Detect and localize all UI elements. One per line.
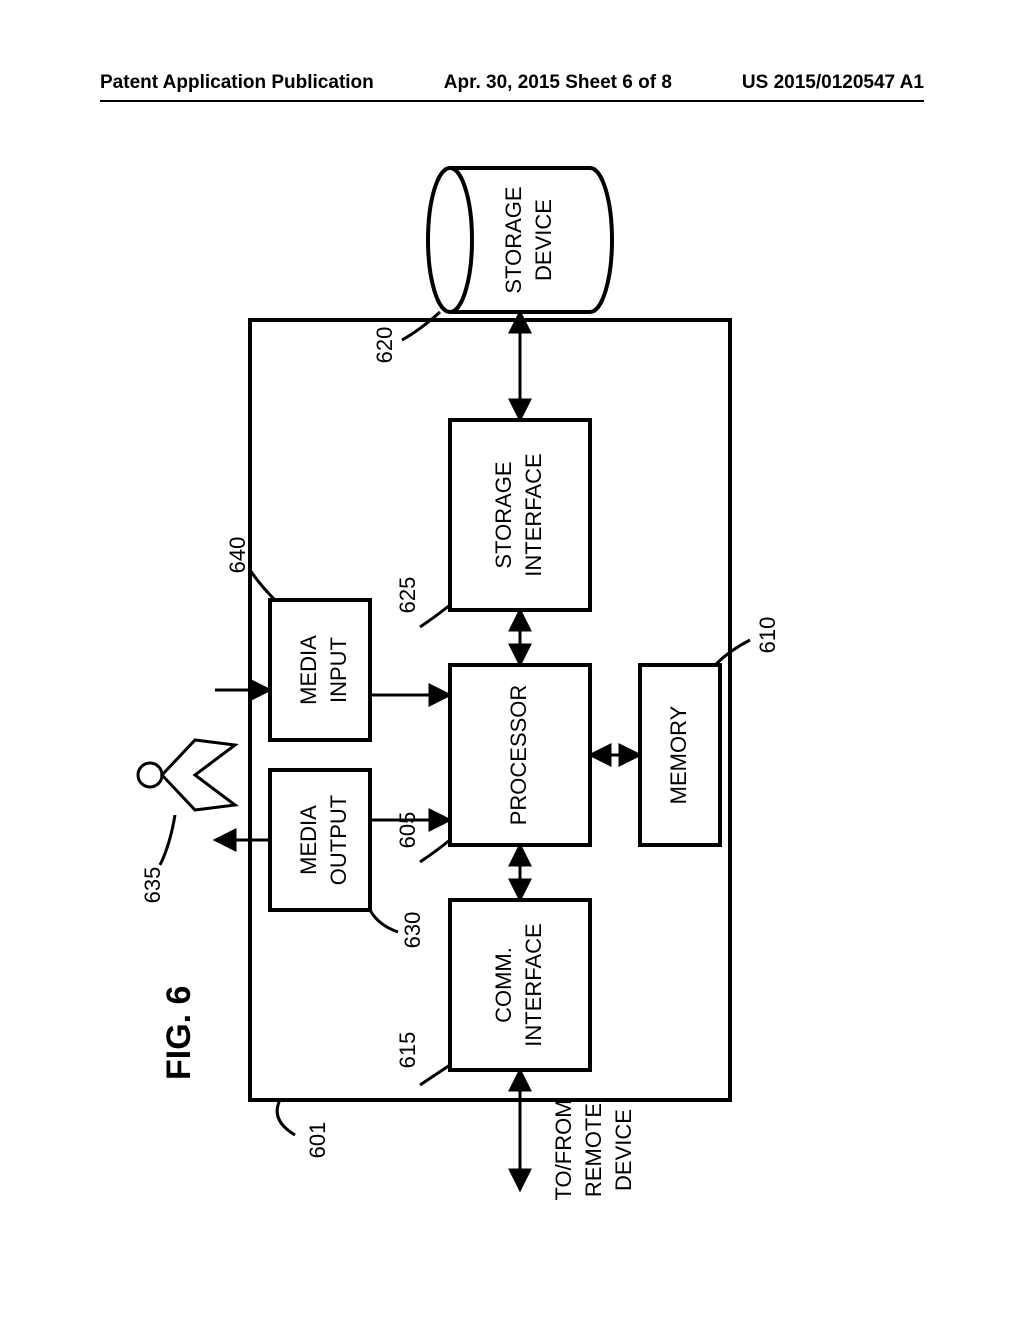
mediain-label-2: INPUT <box>326 637 351 703</box>
user-icon <box>138 740 235 810</box>
memory-label: MEMORY <box>666 705 691 804</box>
ref-630: 630 <box>400 912 425 949</box>
processor-label: PROCESSOR <box>506 685 531 826</box>
header-center: Apr. 30, 2015 Sheet 6 of 8 <box>444 72 672 94</box>
comm-label-2: INTERFACE <box>521 923 546 1046</box>
mediaout-label-1: MEDIA <box>296 805 321 875</box>
ref-610: 610 <box>755 617 780 654</box>
mediain-label-1: MEDIA <box>296 635 321 705</box>
ref-625: 625 <box>395 577 420 614</box>
ref-615: 615 <box>395 1032 420 1069</box>
svg-text:DEVICE: DEVICE <box>531 199 556 281</box>
diagram-svg: 601 COMM. INTERFACE 615 PROCESSOR 605 ST… <box>120 150 920 1250</box>
ref-601: 601 <box>305 1122 330 1159</box>
storage-cylinder: STORAGE DEVICE <box>428 168 612 312</box>
header-rule <box>100 100 924 102</box>
svg-text:STORAGE: STORAGE <box>501 186 526 293</box>
ref-605: 605 <box>395 812 420 849</box>
page-header: Patent Application Publication Apr. 30, … <box>0 72 1024 94</box>
header-left: Patent Application Publication <box>100 72 374 94</box>
ref-640: 640 <box>225 537 250 574</box>
header-right: US 2015/0120547 A1 <box>742 72 924 94</box>
remote-label-3: DEVICE <box>611 1109 636 1191</box>
storageif-label-1: STORAGE <box>491 461 516 568</box>
remote-label-2: REMOTE <box>581 1103 606 1197</box>
remote-label-1: TO/FROM <box>551 1099 576 1200</box>
mediaout-label-2: OUTPUT <box>326 795 351 885</box>
ref-620: 620 <box>372 327 397 364</box>
comm-label-1: COMM. <box>491 947 516 1023</box>
storageif-label-2: INTERFACE <box>521 453 546 576</box>
ref-635: 635 <box>140 867 165 904</box>
